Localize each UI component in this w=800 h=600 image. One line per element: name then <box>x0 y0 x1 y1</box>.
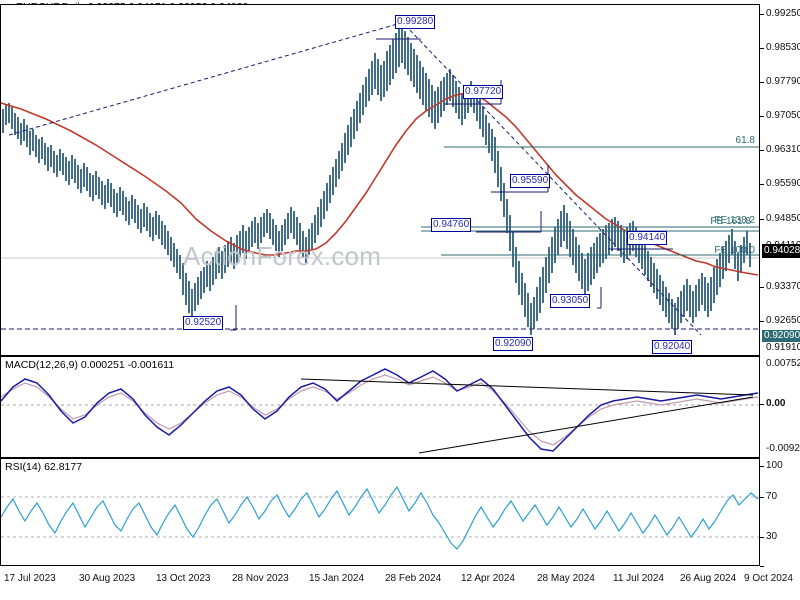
date-label-6: 12 Apr 2024 <box>461 573 515 584</box>
price-tag-5[interactable]: 0.93050 <box>550 294 591 308</box>
rsi-axis-label-1: 70 <box>766 491 778 502</box>
price-tag-8[interactable]: 0.92040 <box>652 340 693 354</box>
macd-lower-trendline <box>418 396 754 454</box>
date-label-2: 13 Oct 2023 <box>156 573 211 584</box>
macd-canvas <box>1 368 759 454</box>
price-chart-canvas <box>1 22 759 336</box>
price-tag-3[interactable]: 0.94760 <box>431 218 472 232</box>
price-axis-label-10: 0.91910 <box>766 342 800 353</box>
watermark: ActionForex.com <box>183 241 382 271</box>
fib-label-618: 61.8 <box>735 135 755 146</box>
macd-upper-trendline <box>300 378 754 396</box>
support-price-tag: 0.92090 <box>762 330 800 342</box>
rsi-pane[interactable]: RSI(14) 62.8177 <box>0 458 760 566</box>
date-label-4: 15 Jan 2024 <box>309 573 365 584</box>
macd-axis-label-0: 0.007526 <box>766 358 800 369</box>
date-label-7: 28 May 2024 <box>537 573 595 584</box>
fib-label-fe1000: FE 100.0 <box>714 245 755 256</box>
candlestick-series <box>2 23 751 335</box>
date-label-5: 28 Feb 2024 <box>385 573 442 584</box>
rsi-canvas <box>1 485 759 550</box>
rsi-axis-label-2: 30 <box>766 531 778 542</box>
swing-connectors <box>230 38 673 331</box>
macd-title: MACD(12,26,9) 0.000251 -0.001611 <box>5 359 175 371</box>
price-axis-label-4: 0.96310 <box>766 144 800 155</box>
price-tag-1[interactable]: 0.97720 <box>463 85 504 99</box>
price-axis-label-0: 0.99250 <box>766 8 800 19</box>
date-label-10: 9 Oct 2024 <box>744 573 793 584</box>
price-axis-label-6: 0.94850 <box>766 213 800 224</box>
price-axis-label-9: 0.92650 <box>766 315 800 326</box>
date-label-9: 26 Aug 2024 <box>680 573 737 584</box>
macd-signal-line <box>1 374 759 446</box>
price-tag-6[interactable]: 0.92520 <box>183 316 224 330</box>
price-axis-label-5: 0.95590 <box>766 178 800 189</box>
uptrend-line <box>8 22 402 136</box>
price-tag-0[interactable]: 0.99280 <box>395 15 436 29</box>
fib-label-fe1382: FE 138.2 <box>714 215 755 226</box>
downtrend-line <box>404 24 702 336</box>
price-axis-label-8: 0.93370 <box>766 281 800 292</box>
rsi-title: RSI(14) 62.8177 <box>5 461 83 473</box>
macd-main-line <box>1 368 759 452</box>
fib-label-fe1618: FE 161.8 <box>710 216 751 227</box>
rsi-line <box>1 485 759 550</box>
current-price-tag: 0.94028 <box>762 244 800 258</box>
price-tag-4[interactable]: 0.94140 <box>627 231 668 245</box>
macd-axis-label-1: 0.00 <box>766 398 786 409</box>
rsi-axis-label-0: 100 <box>766 460 783 471</box>
date-label-1: 30 Aug 2023 <box>79 573 136 584</box>
price-axis-label-1: 0.98530 <box>766 42 800 53</box>
price-pane[interactable]: ActionForex.com 61.8 FE 138.2 FE 161.8 F… <box>0 4 760 356</box>
macd-pane[interactable]: MACD(12,26,9) 0.000251 -0.001611 <box>0 356 760 458</box>
date-label-3: 28 Nov 2023 <box>232 573 289 584</box>
price-axis-label-3: 0.97050 <box>766 110 800 121</box>
fib-level-lines <box>421 146 759 256</box>
macd-axis-label-2: -0.009252 <box>766 443 800 454</box>
price-axis-label-2: 0.97790 <box>766 76 800 87</box>
date-label-8: 11 Jul 2024 <box>613 573 664 584</box>
price-tag-7[interactable]: 0.92090 <box>493 337 534 351</box>
price-tag-2[interactable]: 0.95590 <box>510 174 551 188</box>
date-label-0: 17 Jul 2023 <box>4 573 56 584</box>
